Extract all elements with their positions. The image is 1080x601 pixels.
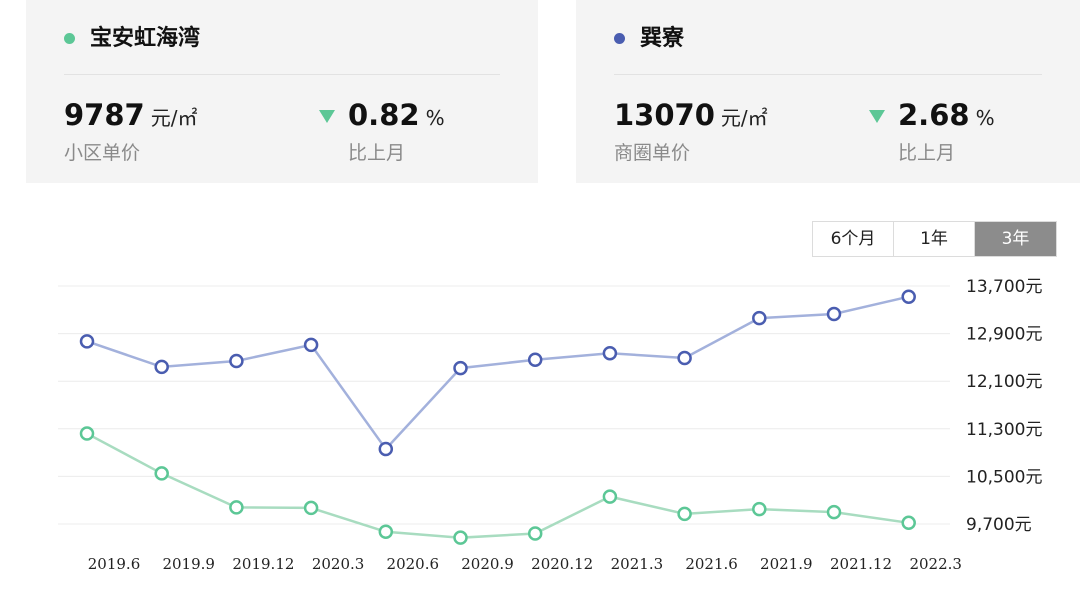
x-tick-label: 2020.6 <box>387 555 440 573</box>
y-tick-label: 10,500元 <box>966 467 1042 487</box>
data-point <box>378 524 394 539</box>
data-point <box>677 350 692 366</box>
data-point <box>752 310 767 326</box>
district-name: 巽寮 <box>640 26 685 51</box>
divider <box>614 74 1042 75</box>
data-point <box>303 337 319 353</box>
x-tick-label: 2020.3 <box>312 555 365 573</box>
down-arrow-icon <box>869 110 885 123</box>
data-point <box>527 352 543 368</box>
data-point <box>378 441 394 457</box>
district-change: 2.68% <box>898 98 995 132</box>
y-tick-label: 9,700元 <box>966 515 1032 535</box>
change-label: 比上月 <box>348 142 406 164</box>
community-price: 9787 元/㎡ <box>64 98 197 132</box>
y-tick-label: 13,700元 <box>966 277 1042 297</box>
district-dot <box>614 33 625 44</box>
data-point <box>79 334 95 349</box>
divider <box>64 74 500 75</box>
price-unit: 元/㎡ <box>720 106 768 130</box>
series-line-0 <box>86 295 909 452</box>
down-arrow-icon <box>319 110 335 123</box>
data-point <box>901 289 916 304</box>
x-tick-label: 2021.12 <box>830 555 892 573</box>
district-card: 巽寮 13070 元/㎡ 商圈单价 2.68% 比上月 <box>576 0 1080 183</box>
range-3-years-button[interactable]: 3年 <box>975 222 1056 256</box>
range-1-year-button[interactable]: 1年 <box>894 222 975 256</box>
price-label: 商圈单价 <box>614 142 691 164</box>
price-value: 9787 <box>64 98 145 132</box>
series-line-1 <box>86 432 909 539</box>
community-change: 0.82% <box>348 98 445 132</box>
data-point <box>453 530 468 545</box>
data-point <box>602 489 618 504</box>
x-tick-label: 2022.3 <box>909 555 962 573</box>
data-point <box>229 353 244 369</box>
price-unit: 元/㎡ <box>150 106 198 130</box>
x-tick-label: 2020.12 <box>531 555 593 573</box>
data-point <box>602 345 618 361</box>
x-tick-label: 2019.9 <box>162 555 215 573</box>
data-point <box>453 360 468 376</box>
data-point <box>752 501 767 517</box>
x-tick-label: 2020.9 <box>461 555 514 573</box>
change-unit: % <box>975 106 995 130</box>
data-point <box>303 500 319 516</box>
data-point <box>826 504 842 520</box>
change-label: 比上月 <box>898 142 956 164</box>
y-tick-label: 12,100元 <box>966 372 1042 392</box>
x-tick-label: 2019.12 <box>232 555 294 573</box>
data-point <box>154 466 169 481</box>
y-tick-label: 11,300元 <box>966 420 1042 440</box>
data-point <box>826 306 842 322</box>
x-tick-label: 2021.3 <box>611 555 664 573</box>
change-value: 0.82 <box>348 98 420 132</box>
x-tick-label: 2019.6 <box>88 555 141 573</box>
x-tick-label: 2021.6 <box>685 555 738 573</box>
data-point <box>677 506 692 522</box>
community-name: 宝安虹海湾 <box>90 26 201 51</box>
community-dot <box>64 33 75 44</box>
data-point <box>154 359 169 375</box>
data-point <box>79 426 95 441</box>
x-tick-label: 2021.9 <box>760 555 813 573</box>
community-card: 宝安虹海湾 9787 元/㎡ 小区单价 0.82% 比上月 <box>26 0 538 183</box>
change-unit: % <box>425 106 445 130</box>
data-point <box>901 515 916 531</box>
price-label: 小区单价 <box>64 142 141 164</box>
data-point <box>229 500 244 515</box>
data-point <box>527 526 543 541</box>
y-tick-label: 12,900元 <box>966 325 1042 345</box>
district-price: 13070 元/㎡ <box>614 98 768 132</box>
change-value: 2.68 <box>898 98 970 132</box>
range-6-months-button[interactable]: 6个月 <box>813 222 894 256</box>
price-value: 13070 <box>614 98 715 132</box>
range-selector: 6个月 1年 3年 <box>812 221 1057 257</box>
